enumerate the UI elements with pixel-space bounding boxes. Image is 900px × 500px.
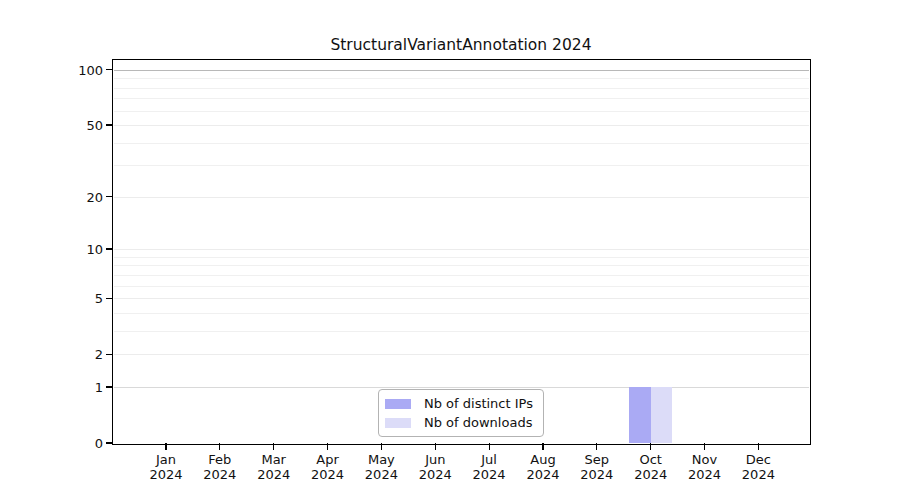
x-tick-month: Jul (461, 452, 517, 467)
x-tick-label: Dec2024 (730, 452, 786, 482)
gridline-minor (114, 313, 809, 314)
gridline-minor (114, 275, 809, 276)
gridline-minor (114, 98, 809, 99)
bar-downloads (651, 387, 673, 443)
gridline-minor (114, 265, 809, 266)
x-tick-month: Dec (730, 452, 786, 467)
x-tick-mark (489, 443, 490, 450)
x-tick-label: Nov2024 (677, 452, 733, 482)
gridline-major (114, 298, 809, 299)
x-tick-month: Sep (569, 452, 625, 467)
x-tick-mark (165, 443, 166, 450)
y-tick-label: 2 (33, 347, 103, 362)
x-tick-month: Aug (515, 452, 571, 467)
x-tick-month: Mar (246, 452, 302, 467)
gridline-major (114, 354, 809, 355)
gridline-major (114, 249, 809, 250)
x-tick-mark (219, 443, 220, 450)
x-tick-year: 2024 (569, 467, 625, 482)
x-tick-label: Jan2024 (138, 452, 194, 482)
x-tick-month: Feb (192, 452, 248, 467)
x-tick-mark (381, 443, 382, 450)
legend: Nb of distinct IPs Nb of downloads (378, 389, 544, 437)
x-tick-year: 2024 (461, 467, 517, 482)
y-tick-label: 5 (33, 291, 103, 306)
x-tick-label: Aug2024 (515, 452, 571, 482)
x-tick-month: Nov (677, 452, 733, 467)
gridline-minor (114, 331, 809, 332)
x-tick-mark (542, 443, 543, 450)
y-tick-mark (106, 386, 113, 387)
y-tick-mark (106, 354, 113, 355)
gridline-minor (114, 257, 809, 258)
figure: StructuralVariantAnnotation 2024 Nb of d… (0, 0, 900, 500)
x-tick-mark (596, 443, 597, 450)
y-tick-label: 1 (33, 379, 103, 394)
x-tick-month: Jun (407, 452, 463, 467)
x-tick-label: Apr2024 (300, 452, 356, 482)
gridline-minor (114, 165, 809, 166)
x-tick-label: May2024 (353, 452, 409, 482)
y-tick-label: 0 (33, 436, 103, 451)
x-tick-label: Jun2024 (407, 452, 463, 482)
x-tick-label: Sep2024 (569, 452, 625, 482)
x-tick-mark (327, 443, 328, 450)
gridline-major (114, 70, 809, 71)
y-tick-mark (106, 196, 113, 197)
y-tick-mark (106, 248, 113, 249)
gridline-minor (114, 286, 809, 287)
y-tick-mark (106, 124, 113, 125)
x-tick-year: 2024 (300, 467, 356, 482)
x-tick-label: Feb2024 (192, 452, 248, 482)
x-tick-year: 2024 (138, 467, 194, 482)
x-tick-year: 2024 (407, 467, 463, 482)
x-tick-year: 2024 (353, 467, 409, 482)
x-tick-year: 2024 (623, 467, 679, 482)
gridline-minor (114, 111, 809, 112)
x-tick-mark (435, 443, 436, 450)
x-tick-mark (704, 443, 705, 450)
x-tick-month: Oct (623, 452, 679, 467)
legend-swatch (385, 399, 411, 409)
y-tick-mark (106, 442, 113, 443)
legend-label: Nb of distinct IPs (424, 396, 533, 411)
y-tick-label: 20 (33, 189, 103, 204)
y-tick-mark (106, 298, 113, 299)
x-tick-year: 2024 (192, 467, 248, 482)
legend-label: Nb of downloads (424, 415, 532, 430)
x-tick-year: 2024 (246, 467, 302, 482)
x-tick-year: 2024 (677, 467, 733, 482)
chart-title: StructuralVariantAnnotation 2024 (112, 36, 810, 54)
gridline-major (114, 197, 809, 198)
gridline-major (114, 387, 809, 388)
legend-entry: Nb of distinct IPs (385, 396, 543, 411)
gridline-minor (114, 143, 809, 144)
legend-swatch (385, 418, 411, 428)
x-tick-mark (758, 443, 759, 450)
x-tick-label: Jul2024 (461, 452, 517, 482)
gridline-major (114, 125, 809, 126)
x-tick-year: 2024 (730, 467, 786, 482)
y-tick-mark (106, 69, 113, 70)
y-tick-label: 50 (33, 118, 103, 133)
gridline-minor (114, 78, 809, 79)
y-tick-label: 10 (33, 242, 103, 257)
x-tick-year: 2024 (515, 467, 571, 482)
x-tick-month: May (353, 452, 409, 467)
x-tick-mark (273, 443, 274, 450)
x-tick-label: Oct2024 (623, 452, 679, 482)
bar-distinct-ips (629, 387, 651, 443)
x-tick-label: Mar2024 (246, 452, 302, 482)
x-tick-month: Jan (138, 452, 194, 467)
gridline-minor (114, 88, 809, 89)
x-tick-month: Apr (300, 452, 356, 467)
x-tick-mark (650, 443, 651, 450)
y-tick-label: 100 (33, 62, 103, 77)
legend-entry: Nb of downloads (385, 415, 543, 430)
